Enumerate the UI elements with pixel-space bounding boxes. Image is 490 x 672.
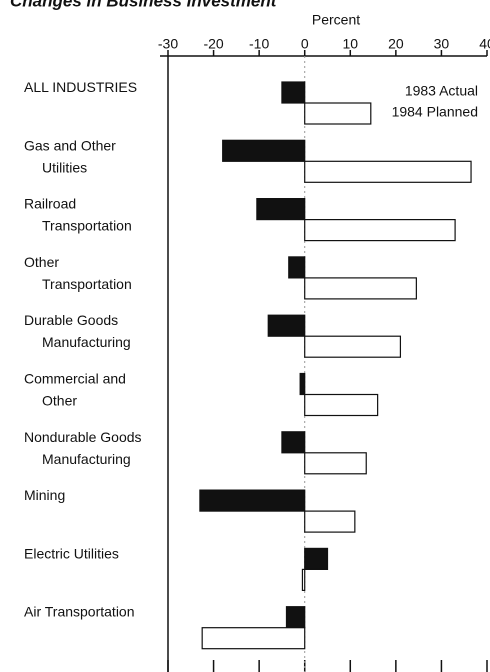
x-tick-label: 10 (342, 36, 358, 52)
bar (267, 314, 306, 337)
y-tick-label: Railroad Transportation (24, 195, 132, 233)
bar (304, 335, 402, 358)
chart-title: Changes in Business Investment (10, 0, 278, 10)
legend-label: 1983 Actual (405, 83, 478, 99)
y-tick-label-line: Other (42, 392, 77, 408)
bar (199, 489, 306, 512)
bar (288, 256, 306, 279)
y-tick-label-line: Mining (24, 487, 65, 503)
x-tick-label: -30 (158, 36, 178, 52)
y-tick-label: Gas and Other Utilities (24, 137, 116, 175)
y-tick-label: Other Transportation (24, 254, 132, 292)
bar (285, 606, 306, 629)
y-tick-label-line: Air Transportation (24, 603, 135, 619)
legend-label: 1984 Planned (392, 104, 478, 120)
bar (304, 510, 356, 533)
y-tick-label-line: Commercial and (24, 370, 126, 386)
y-tick-label-line: Railroad (24, 195, 76, 211)
x-tick-label: 20 (388, 36, 404, 52)
bar (281, 81, 306, 104)
bar (304, 102, 372, 125)
x-tick-label: 0 (301, 36, 309, 52)
bar (304, 452, 367, 475)
x-tick-label: 30 (434, 36, 450, 52)
y-tick-label-line: Durable Goods (24, 312, 118, 328)
y-tick-label: Nondurable Goods Manufacturing (24, 429, 142, 467)
y-tick-label-line: ALL INDUSTRIES (24, 79, 137, 95)
y-tick-label: ALL INDUSTRIES (24, 79, 137, 95)
x-axis-label: Percent (312, 12, 360, 28)
y-tick-label-line: Nondurable Goods (24, 429, 142, 445)
bar (201, 627, 306, 650)
bar (301, 568, 306, 592)
bar (281, 431, 306, 454)
y-tick-label-line: Other (24, 254, 59, 270)
x-tick-label: 40 (479, 36, 490, 52)
bar (304, 393, 379, 417)
y-tick-label-line: Transportation (42, 217, 132, 233)
bar (304, 160, 472, 183)
x-tick-label: -10 (249, 36, 269, 52)
bar (222, 139, 306, 162)
y-tick-label-line: Gas and Other (24, 137, 116, 153)
y-tick-label: Mining (24, 487, 65, 503)
y-tick-label: Commercial and Other (24, 370, 126, 408)
y-tick-label: Durable Goods Manufacturing (24, 312, 131, 350)
y-tick-label-line: Manufacturing (42, 334, 131, 350)
y-tick-label-line: Transportation (42, 276, 132, 292)
bar (304, 547, 329, 571)
bar (304, 277, 417, 300)
bar (304, 219, 456, 242)
y-tick-label: Air Transportation (24, 603, 135, 619)
y-tick-label-line: Manufacturing (42, 451, 131, 467)
y-tick-label-line: Utilities (42, 159, 87, 175)
bar (299, 372, 306, 396)
y-tick-label: Electric Utilities (24, 545, 119, 561)
y-tick-label-line: Electric Utilities (24, 545, 119, 561)
bar (256, 198, 306, 221)
x-tick-label: -20 (203, 36, 223, 52)
